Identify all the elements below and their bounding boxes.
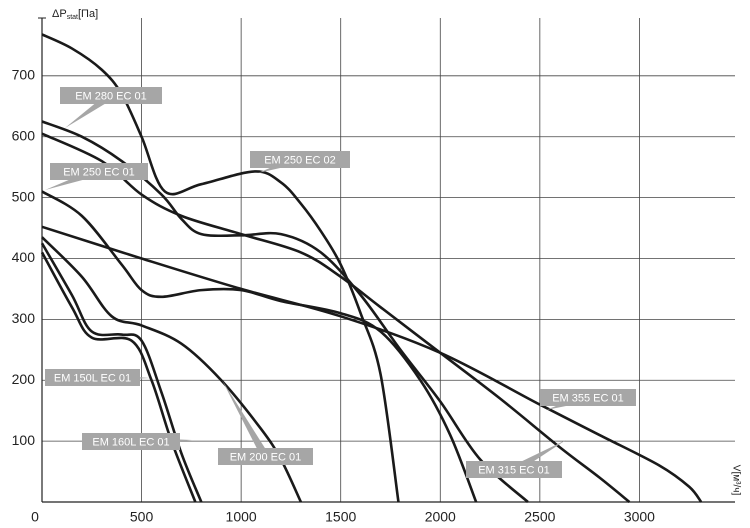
y-label-subscript: stat (67, 14, 78, 21)
series-label: EM 160L EC 01 (92, 436, 169, 448)
series-label: EM 200 EC 01 (230, 451, 302, 463)
y-tick-label: 400 (12, 249, 36, 265)
callout: EM 200 EC 01 (218, 380, 313, 465)
y-tick-label: 100 (12, 432, 36, 448)
series-label: EM 315 EC 01 (478, 464, 550, 476)
y-tick-label: 200 (12, 371, 36, 387)
callout-pointer (222, 380, 269, 459)
series-label: EM 250 EC 01 (63, 166, 135, 178)
callout-box (466, 461, 562, 478)
callout-box (50, 163, 148, 180)
y-label-unit: [Па] (78, 8, 98, 20)
series-label: EM 355 EC 01 (552, 392, 624, 404)
x-tick-label: 1500 (325, 509, 356, 525)
callout-box (250, 151, 350, 168)
callout-box (82, 433, 180, 450)
callout-box (218, 448, 313, 465)
callout-box (45, 369, 140, 386)
y-tick-label: 600 (12, 127, 36, 143)
y-label-symbol: ΔP (52, 8, 67, 20)
callout: EM 150L EC 01 (45, 369, 150, 386)
callout: EM 250 EC 02 (250, 151, 350, 173)
x-tick-label: 500 (130, 509, 154, 525)
series-label: EM 250 EC 02 (264, 154, 336, 166)
callout: EM 315 EC 01 (466, 440, 566, 478)
x-tick-label: 0 (31, 509, 39, 525)
series-label: EM 150L EC 01 (54, 372, 131, 384)
x-tick-label: 3000 (624, 509, 655, 525)
x-axis-label: V[м³/ч] (730, 465, 741, 496)
x-tick-label: 2500 (524, 509, 555, 525)
y-tick-label: 700 (12, 67, 36, 83)
x-tick-label: 2000 (425, 509, 456, 525)
y-tick-label: 500 (12, 188, 36, 204)
callout-box (60, 87, 162, 104)
y-tick-label: 300 (12, 310, 36, 326)
callout: EM 160L EC 01 (82, 433, 192, 450)
callout: EM 280 EC 01 (60, 87, 162, 128)
callout: EM 355 EC 01 (540, 389, 636, 410)
fan-curve (41, 225, 703, 503)
fan-curve (41, 132, 631, 504)
x-tick-label: 1000 (226, 509, 257, 525)
callout-box (540, 389, 636, 406)
callout: EM 250 EC 01 (45, 163, 148, 190)
series-label: EM 280 EC 01 (75, 90, 147, 102)
y-axis-label: ΔPstat[Па] (52, 8, 98, 21)
